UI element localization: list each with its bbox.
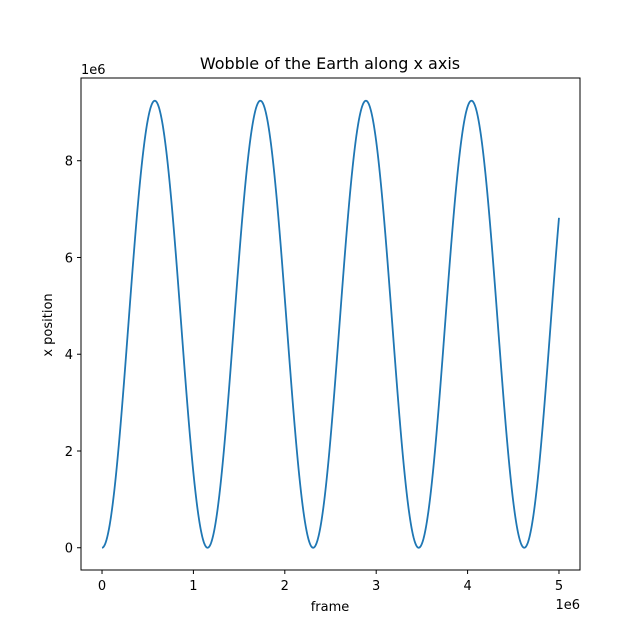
x-tick-label-2: 2 (281, 579, 289, 594)
x-tick-label-0: 0 (98, 579, 106, 594)
x-tick-label-4: 4 (463, 579, 471, 594)
y-tick-label-0: 0 (65, 542, 73, 557)
x-tick-label-3: 3 (372, 579, 380, 594)
y-tick-label-4: 8 (65, 155, 73, 170)
x-tick-label-5: 5 (555, 579, 563, 594)
x-offset-text: 1e6 (555, 598, 580, 613)
y-axis-label: x position (41, 293, 56, 356)
x-tick-label-1: 1 (189, 579, 197, 594)
x-axis-label: frame (311, 600, 350, 615)
chart-title: Wobble of the Earth along x axis (200, 54, 460, 73)
y-tick-label-3: 6 (65, 251, 73, 266)
series-line-0 (101, 99, 560, 549)
y-tick-label-1: 2 (65, 445, 73, 460)
y-tick-label-2: 4 (65, 348, 73, 363)
axes-frame (80, 77, 581, 571)
plot-area: 0 1 2 3 4 5 0 2 4 6 8 (65, 77, 581, 594)
y-offset-text: 1e6 (81, 63, 106, 78)
